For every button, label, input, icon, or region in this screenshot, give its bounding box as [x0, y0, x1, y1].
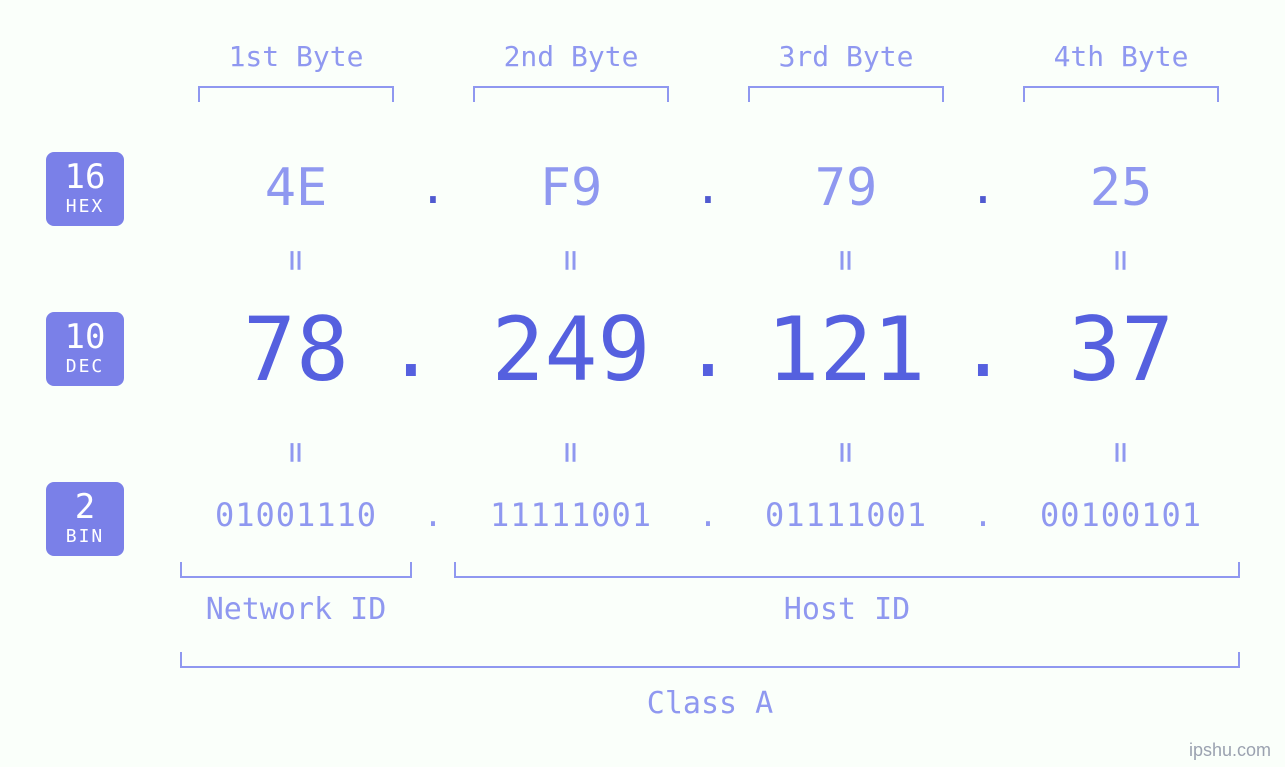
- equals-dec-bin-4: =: [1101, 442, 1142, 464]
- equals-hex-dec-4: =: [1101, 250, 1142, 272]
- host-id-bracket: [454, 562, 1240, 578]
- dec-byte-2: 249: [492, 298, 651, 401]
- hex-byte-3: 79: [815, 158, 878, 218]
- hex-dot-1: .: [419, 160, 447, 214]
- bin-base-number: 2: [46, 490, 124, 524]
- dec-byte-4: 37: [1068, 298, 1174, 401]
- byte-bracket-2: [473, 86, 669, 102]
- equals-hex-dec-1: =: [276, 250, 317, 272]
- class-label: Class A: [647, 686, 773, 721]
- byte-header-3: 3rd Byte: [779, 40, 914, 73]
- bin-base-badge: 2 BIN: [46, 482, 124, 556]
- dec-byte-3: 121: [767, 298, 926, 401]
- byte-bracket-3: [748, 86, 944, 102]
- dec-byte-1: 78: [243, 298, 349, 401]
- byte-bracket-4: [1023, 86, 1219, 102]
- bin-dot-1: .: [423, 496, 442, 534]
- dec-dot-1: .: [387, 302, 435, 395]
- bin-dot-2: .: [698, 496, 717, 534]
- class-bracket: [180, 652, 1240, 668]
- hex-dot-2: .: [694, 160, 722, 214]
- watermark-text: ipshu.com: [1189, 740, 1271, 761]
- equals-hex-dec-3: =: [826, 250, 867, 272]
- bin-base-label: BIN: [46, 528, 124, 546]
- hex-base-label: HEX: [46, 198, 124, 216]
- dec-base-number: 10: [46, 320, 124, 354]
- hex-byte-4: 25: [1090, 158, 1153, 218]
- hex-byte-1: 4E: [265, 158, 328, 218]
- hex-base-badge: 16 HEX: [46, 152, 124, 226]
- network-id-label: Network ID: [206, 592, 387, 627]
- equals-dec-bin-1: =: [276, 442, 317, 464]
- byte-header-1: 1st Byte: [229, 40, 364, 73]
- hex-byte-2: F9: [540, 158, 603, 218]
- byte-header-2: 2nd Byte: [504, 40, 639, 73]
- hex-base-number: 16: [46, 160, 124, 194]
- dec-dot-3: .: [959, 302, 1007, 395]
- bin-dot-3: .: [973, 496, 992, 534]
- bin-byte-1: 01001110: [215, 496, 377, 534]
- bin-byte-3: 01111001: [765, 496, 927, 534]
- hex-dot-3: .: [969, 160, 997, 214]
- dec-base-label: DEC: [46, 358, 124, 376]
- equals-dec-bin-3: =: [826, 442, 867, 464]
- host-id-label: Host ID: [784, 592, 910, 627]
- network-id-bracket: [180, 562, 412, 578]
- dec-base-badge: 10 DEC: [46, 312, 124, 386]
- dec-dot-2: .: [684, 302, 732, 395]
- byte-bracket-1: [198, 86, 394, 102]
- equals-dec-bin-2: =: [551, 442, 592, 464]
- bin-byte-4: 00100101: [1040, 496, 1202, 534]
- byte-header-4: 4th Byte: [1054, 40, 1189, 73]
- bin-byte-2: 11111001: [490, 496, 652, 534]
- equals-hex-dec-2: =: [551, 250, 592, 272]
